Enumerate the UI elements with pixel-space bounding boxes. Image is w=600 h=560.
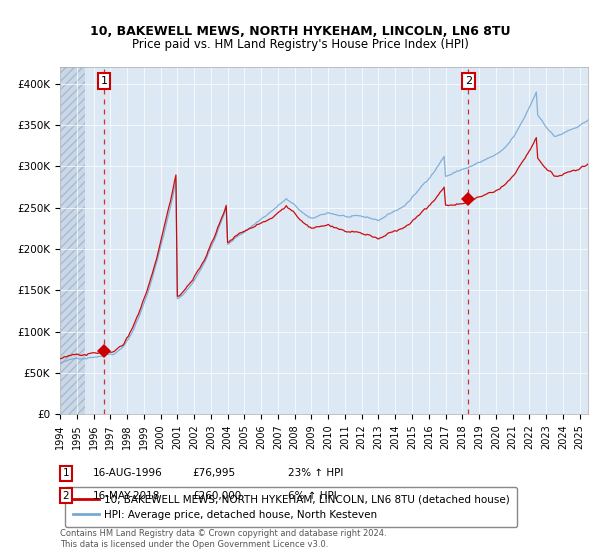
Text: 1: 1	[62, 468, 70, 478]
Text: Contains HM Land Registry data © Crown copyright and database right 2024.
This d: Contains HM Land Registry data © Crown c…	[60, 529, 386, 549]
Text: 2: 2	[62, 491, 70, 501]
Text: £260,000: £260,000	[192, 491, 241, 501]
Text: 6% ↑ HPI: 6% ↑ HPI	[288, 491, 337, 501]
Text: 16-AUG-1996: 16-AUG-1996	[93, 468, 163, 478]
Text: Price paid vs. HM Land Registry's House Price Index (HPI): Price paid vs. HM Land Registry's House …	[131, 38, 469, 51]
Text: £76,995: £76,995	[192, 468, 235, 478]
Text: 23% ↑ HPI: 23% ↑ HPI	[288, 468, 343, 478]
Text: 10, BAKEWELL MEWS, NORTH HYKEHAM, LINCOLN, LN6 8TU: 10, BAKEWELL MEWS, NORTH HYKEHAM, LINCOL…	[90, 25, 510, 38]
Text: 2: 2	[465, 76, 472, 86]
Text: 1: 1	[100, 76, 107, 86]
Legend: 10, BAKEWELL MEWS, NORTH HYKEHAM, LINCOLN, LN6 8TU (detached house), HPI: Averag: 10, BAKEWELL MEWS, NORTH HYKEHAM, LINCOL…	[65, 487, 517, 527]
Text: 16-MAY-2018: 16-MAY-2018	[93, 491, 160, 501]
